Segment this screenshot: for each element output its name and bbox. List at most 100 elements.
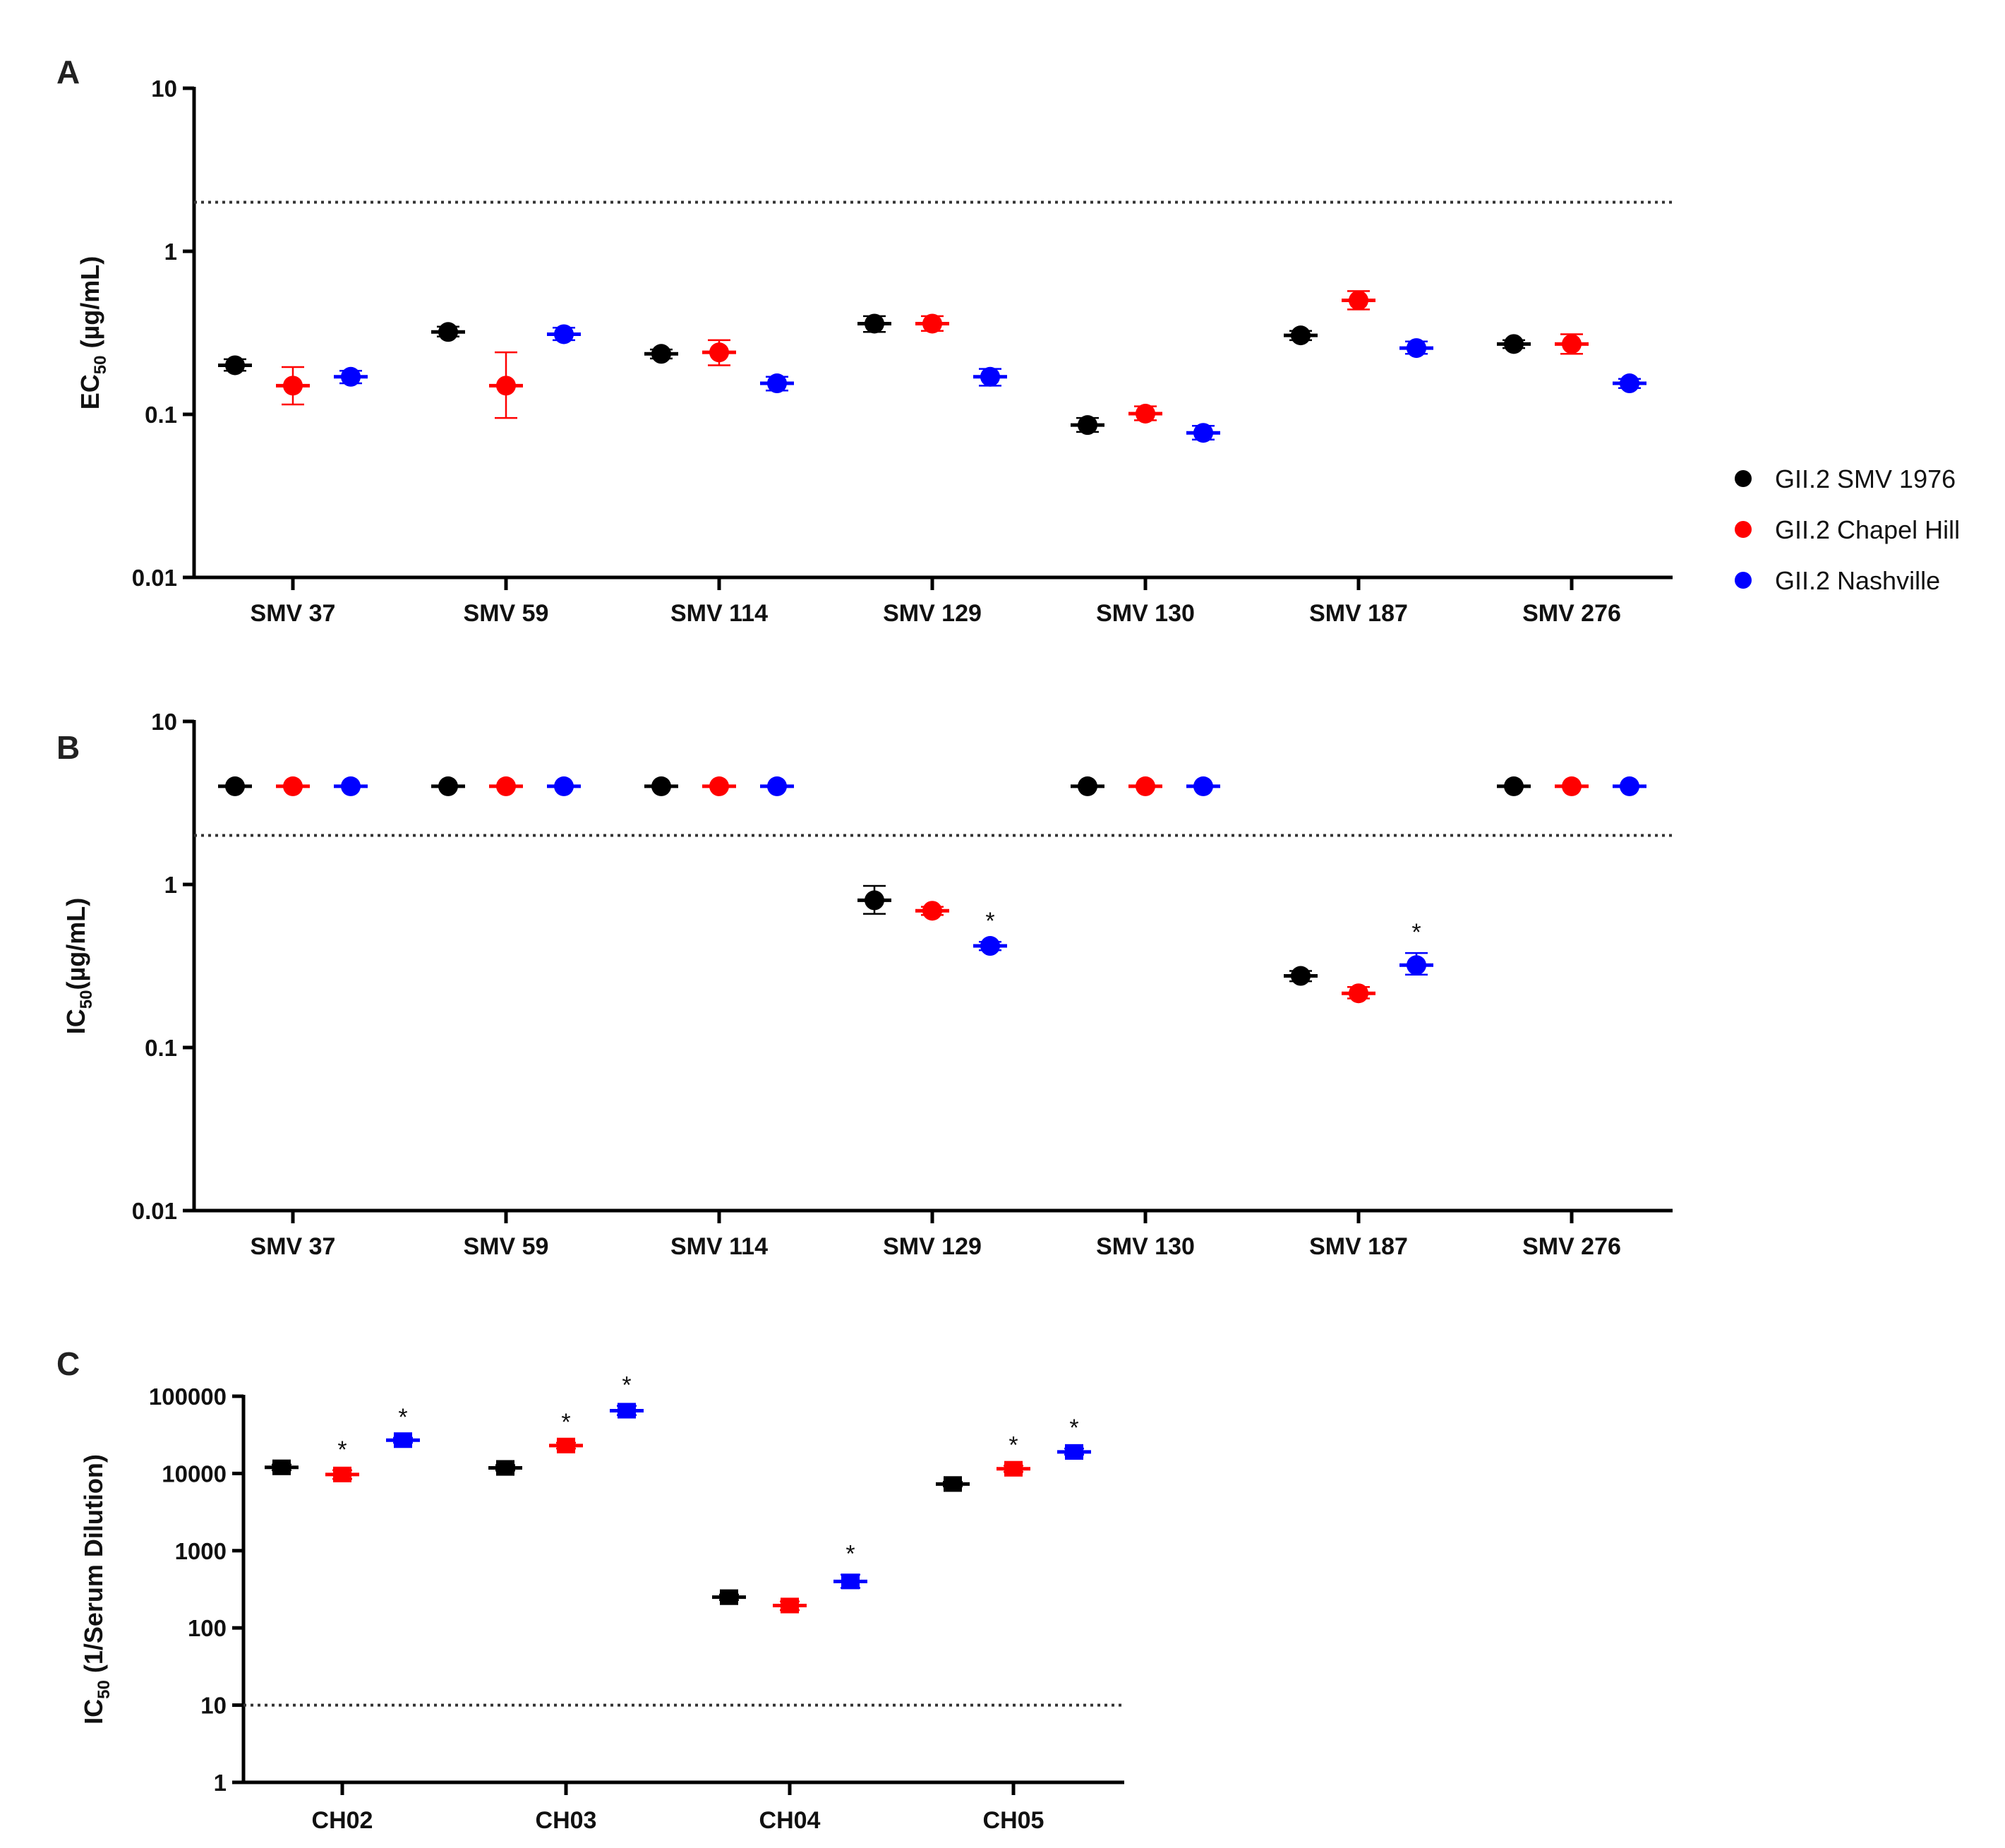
data-point	[1620, 776, 1639, 796]
data-point	[438, 776, 458, 796]
category-label: SMV 59	[464, 600, 549, 627]
data-point	[1504, 334, 1524, 354]
category-label: SMV 276	[1522, 1233, 1621, 1260]
y-axis-label-rest: (µg/mL)	[76, 256, 104, 356]
panel-letter: C	[56, 1345, 80, 1382]
data-point	[841, 1573, 860, 1590]
data-point	[557, 1437, 575, 1453]
data-point	[720, 1589, 738, 1605]
data-point	[1065, 1444, 1083, 1460]
significance-star: *	[1008, 1432, 1018, 1458]
y-tick-label: 1	[214, 1770, 227, 1796]
y-tick-label: 0.1	[145, 1035, 177, 1061]
category-label: CH02	[312, 1807, 373, 1834]
y-tick-label: 10000	[162, 1460, 227, 1487]
legend-marker	[1735, 572, 1752, 589]
category-label: SMV 37	[251, 600, 336, 627]
category-label: CH04	[759, 1807, 821, 1834]
series-gii-2-chapel-hill	[276, 290, 1589, 424]
data-point	[767, 776, 787, 796]
significance-star: *	[1411, 919, 1421, 946]
category-label: SMV 59	[464, 1233, 549, 1260]
series-gii-2-chapel-hill	[325, 1437, 1030, 1614]
data-point	[341, 776, 361, 796]
category-label: SMV 187	[1309, 1233, 1408, 1260]
data-point	[1407, 338, 1426, 359]
data-point	[1349, 983, 1368, 1004]
y-tick-label: 1	[164, 872, 177, 898]
data-point	[496, 376, 516, 396]
data-point	[341, 366, 361, 387]
y-tick-label: 100000	[149, 1384, 227, 1410]
y-tick-label: 100	[188, 1615, 227, 1641]
data-point	[709, 776, 729, 796]
y-axis-label-sub: 50	[91, 356, 110, 375]
data-point	[1291, 325, 1311, 346]
data-point	[1078, 776, 1097, 796]
data-point	[554, 324, 574, 344]
data-point	[1136, 404, 1155, 424]
series-gii-2-chapel-hill	[276, 776, 1589, 1004]
data-point	[272, 1459, 291, 1475]
data-point	[651, 776, 671, 796]
legend: GII.2 SMV 1976 GII.2 Chapel Hill GII.2 Nas…	[1735, 464, 1960, 595]
category-label: CH05	[983, 1807, 1044, 1834]
data-point	[1349, 290, 1368, 311]
y-axis-label-main: EC	[76, 374, 104, 409]
data-point	[1562, 776, 1582, 796]
data-point	[1291, 966, 1311, 986]
y-tick-label: 10	[151, 76, 177, 102]
data-point	[333, 1466, 351, 1482]
panel-letter: A	[56, 54, 80, 90]
data-point	[496, 776, 516, 796]
series-gii-2-smv-1976	[218, 313, 1531, 436]
data-point	[1504, 776, 1524, 796]
panel-letter: B	[56, 729, 80, 766]
data-point	[438, 322, 458, 342]
data-point	[922, 901, 942, 921]
data-point	[980, 936, 1000, 956]
series-gii-2-smv-1976	[218, 776, 1531, 986]
y-axis-label-main: IC	[79, 1699, 108, 1724]
y-tick-label: 0.1	[145, 402, 177, 428]
data-point	[1136, 776, 1155, 796]
legend-marker	[1735, 521, 1752, 538]
category-label: CH03	[536, 1807, 597, 1834]
significance-star: *	[845, 1541, 855, 1568]
category-label: SMV 130	[1096, 1233, 1195, 1260]
data-point	[767, 373, 787, 394]
data-point	[1193, 776, 1213, 796]
legend-label: GII.2 Chapel Hill	[1775, 515, 1960, 544]
data-point	[944, 1476, 962, 1492]
series-gii-2-nashville	[386, 1403, 1091, 1590]
data-point	[781, 1597, 799, 1614]
y-axis-label: EC50 (µg/mL)	[76, 256, 110, 409]
category-label: SMV 114	[670, 1233, 768, 1260]
category-label: SMV 114	[670, 600, 768, 627]
legend-label: GII.2 Nashville	[1775, 566, 1940, 595]
panel-B: B 10 1 0.1 0.01 SMV 37 SMV 59 SMV 114 SMV 129 SMV…	[56, 709, 1673, 1260]
data-point	[709, 342, 729, 363]
category-label: SMV 129	[883, 600, 982, 627]
series-gii-2-nashville	[334, 776, 1646, 976]
data-point	[1562, 334, 1582, 354]
y-axis-label-rest: (µg/mL)	[61, 898, 90, 990]
y-tick-label: 0.01	[132, 565, 177, 591]
data-point	[1004, 1460, 1023, 1477]
significance-star: *	[337, 1436, 347, 1463]
data-point	[225, 776, 245, 796]
data-point	[225, 355, 245, 376]
panel-C: C 100000 10000 1000 100 10 1 CH02 CH03 CH04 CH05 IC…	[56, 1345, 1124, 1834]
y-axis-label: IC50(µg/mL)	[61, 898, 96, 1034]
data-point	[394, 1432, 412, 1448]
y-axis-label-main: IC	[61, 1009, 90, 1034]
category-label: SMV 276	[1522, 600, 1621, 627]
category-label: SMV 129	[883, 1233, 982, 1260]
significance-star: *	[561, 1409, 570, 1436]
series-gii-2-nashville	[334, 324, 1646, 443]
category-label: SMV 37	[251, 1233, 336, 1260]
y-tick-label: 1000	[175, 1538, 227, 1564]
y-axis-label-sub: 50	[95, 1680, 114, 1699]
significance-star: *	[1069, 1415, 1078, 1441]
